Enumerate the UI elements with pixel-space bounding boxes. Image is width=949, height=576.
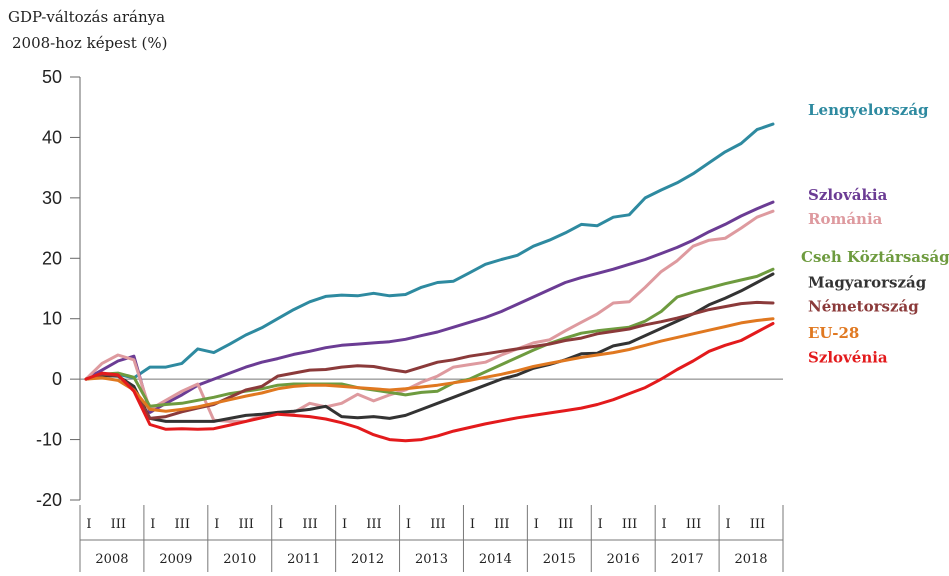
year-label: 2015 [543, 552, 576, 567]
quarter-label: I [342, 517, 347, 532]
year-label: 2010 [223, 552, 256, 567]
series-line [84, 322, 775, 443]
series-lines [84, 122, 775, 443]
quarter-label: III [302, 517, 317, 532]
quarter-label: I [598, 517, 603, 532]
series-line [84, 317, 775, 413]
legend-label: Szlovénia [808, 348, 888, 366]
quarter-label: I [150, 517, 155, 532]
series-line [84, 272, 775, 423]
y-tick-label: 40 [42, 127, 62, 147]
quarter-label: I [406, 517, 411, 532]
year-label: 2014 [479, 552, 512, 567]
quarter-label: III [175, 517, 190, 532]
quarter-label: I [534, 517, 539, 532]
quarter-label: III [494, 517, 509, 532]
quarter-label: III [686, 517, 701, 532]
legend-label: EU-28 [808, 324, 859, 342]
year-label: 2013 [415, 552, 448, 567]
quarter-label: I [278, 517, 283, 532]
y-axis: 50 40 30 20 10 0 -10 -20 [36, 67, 783, 510]
year-label: 2011 [287, 552, 320, 567]
series-line [84, 209, 775, 423]
quarter-label: III [111, 517, 126, 532]
year-label: 2009 [159, 552, 192, 567]
series-line [84, 200, 775, 414]
y-axis-title-line: 2008-hoz képest (%) [12, 34, 168, 52]
y-tick-label: 10 [42, 309, 62, 329]
year-label: 2017 [671, 552, 704, 567]
y-tick-label: 20 [42, 248, 62, 268]
year-label: 2012 [351, 552, 384, 567]
legend-label: Lengyelország [808, 101, 929, 119]
series-line [84, 267, 775, 408]
quarter-label: III [750, 517, 765, 532]
quarter-label: I [214, 517, 219, 532]
y-axis-title-line: GDP-változás aránya [8, 8, 165, 26]
quarter-label: III [558, 517, 573, 532]
quarter-label: I [86, 517, 91, 532]
series-line [84, 122, 775, 381]
y-tick-label: 50 [42, 67, 62, 87]
quarter-label: III [430, 517, 445, 532]
legend-label: Magyarország [808, 273, 927, 291]
quarter-label: I [662, 517, 667, 532]
y-tick-label: -10 [36, 430, 62, 450]
y-tick-label: 30 [42, 188, 62, 208]
y-tick-label: -20 [36, 490, 62, 510]
quarter-label: III [366, 517, 381, 532]
legend: Lengyelország Szlovákia Románia Cseh Köztár… [801, 101, 949, 366]
legend-label: Cseh Köztársaság [801, 248, 949, 266]
y-tick-label: 0 [52, 369, 62, 389]
quarter-label: I [725, 517, 730, 532]
quarter-label: III [238, 517, 253, 532]
year-label: 2018 [734, 552, 767, 567]
legend-label: Románia [808, 210, 883, 228]
quarter-label: III [622, 517, 637, 532]
quarter-label: I [470, 517, 475, 532]
year-label: 2016 [607, 552, 640, 567]
legend-label: Szlovákia [808, 186, 888, 204]
year-label: 2008 [95, 552, 128, 567]
y-axis-title: GDP-változás aránya 2008-hoz képest (%) [8, 8, 168, 52]
legend-label: Németország [808, 298, 919, 316]
